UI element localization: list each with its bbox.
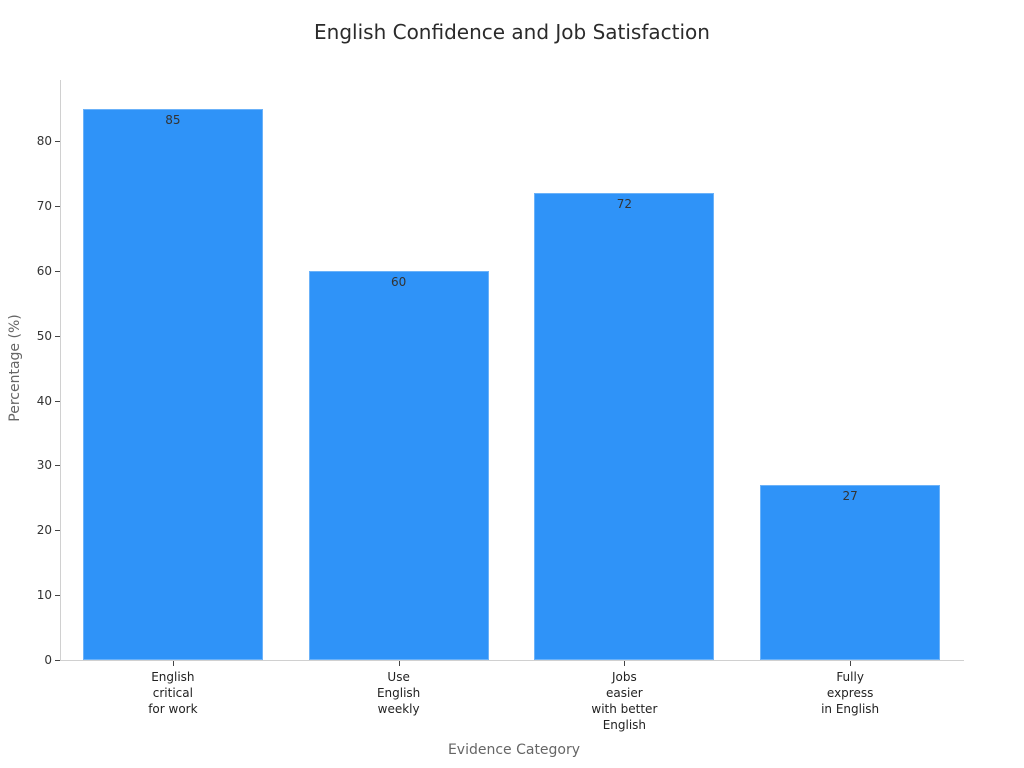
chart-title: English Confidence and Job Satisfaction bbox=[314, 20, 710, 44]
y-tick-label: 80 bbox=[36, 134, 52, 148]
bar: 72 bbox=[534, 192, 715, 660]
y-tick-mark bbox=[55, 400, 60, 402]
y-tick-label: 10 bbox=[36, 588, 52, 603]
x-tick-mark bbox=[850, 661, 852, 666]
y-tick-label: 70 bbox=[36, 198, 52, 213]
x-tick-label: Use English weekly bbox=[376, 670, 421, 716]
bar-value-label: 60 bbox=[390, 274, 407, 289]
bar: 85 bbox=[82, 108, 263, 660]
x-tick-label: English critical for work bbox=[148, 670, 198, 716]
y-axis-line bbox=[60, 80, 61, 661]
y-tick: 70 bbox=[0, 199, 60, 220]
y-tick: 20 bbox=[0, 523, 60, 544]
y-tick: 10 bbox=[0, 588, 60, 609]
y-tick: 80 bbox=[0, 134, 60, 155]
y-tick: 40 bbox=[0, 394, 60, 415]
y-tick-label: 60 bbox=[36, 263, 52, 278]
y-tick-label: 20 bbox=[36, 523, 52, 538]
x-tick-mark bbox=[172, 661, 174, 666]
y-axis-label: Percentage (%) bbox=[7, 314, 23, 422]
y-tick: 0 bbox=[0, 653, 60, 674]
y-tick-label: 40 bbox=[36, 393, 52, 408]
y-tick-label: 30 bbox=[36, 458, 52, 473]
y-tick-mark bbox=[55, 660, 60, 661]
y-tick: 60 bbox=[0, 264, 60, 285]
y-tick-label: 50 bbox=[36, 328, 52, 343]
y-tick-mark bbox=[55, 270, 60, 272]
bar: 27 bbox=[760, 484, 941, 660]
x-axis-label: Evidence Category bbox=[447, 742, 581, 758]
bar-value-label: 72 bbox=[616, 196, 633, 211]
x-axis-line bbox=[60, 660, 964, 661]
y-tick-mark bbox=[55, 595, 60, 597]
x-tick-label: Jobs easier with better English bbox=[591, 670, 658, 732]
y-tick-label: 0 bbox=[44, 653, 52, 667]
y-tick-mark bbox=[55, 335, 60, 337]
y-tick: 50 bbox=[0, 329, 60, 350]
bar-value-label: 27 bbox=[842, 488, 858, 503]
y-tick-mark bbox=[55, 465, 60, 467]
y-tick-mark bbox=[55, 530, 60, 532]
y-tick: 30 bbox=[0, 458, 60, 479]
y-tick-mark bbox=[55, 205, 60, 207]
x-tick-label: Fully express in English bbox=[821, 670, 880, 716]
bar-value-label: 85 bbox=[165, 112, 181, 127]
x-tick-mark bbox=[624, 661, 626, 666]
bar: 60 bbox=[308, 270, 489, 660]
y-tick-mark bbox=[55, 141, 60, 142]
x-tick-mark bbox=[398, 661, 400, 666]
